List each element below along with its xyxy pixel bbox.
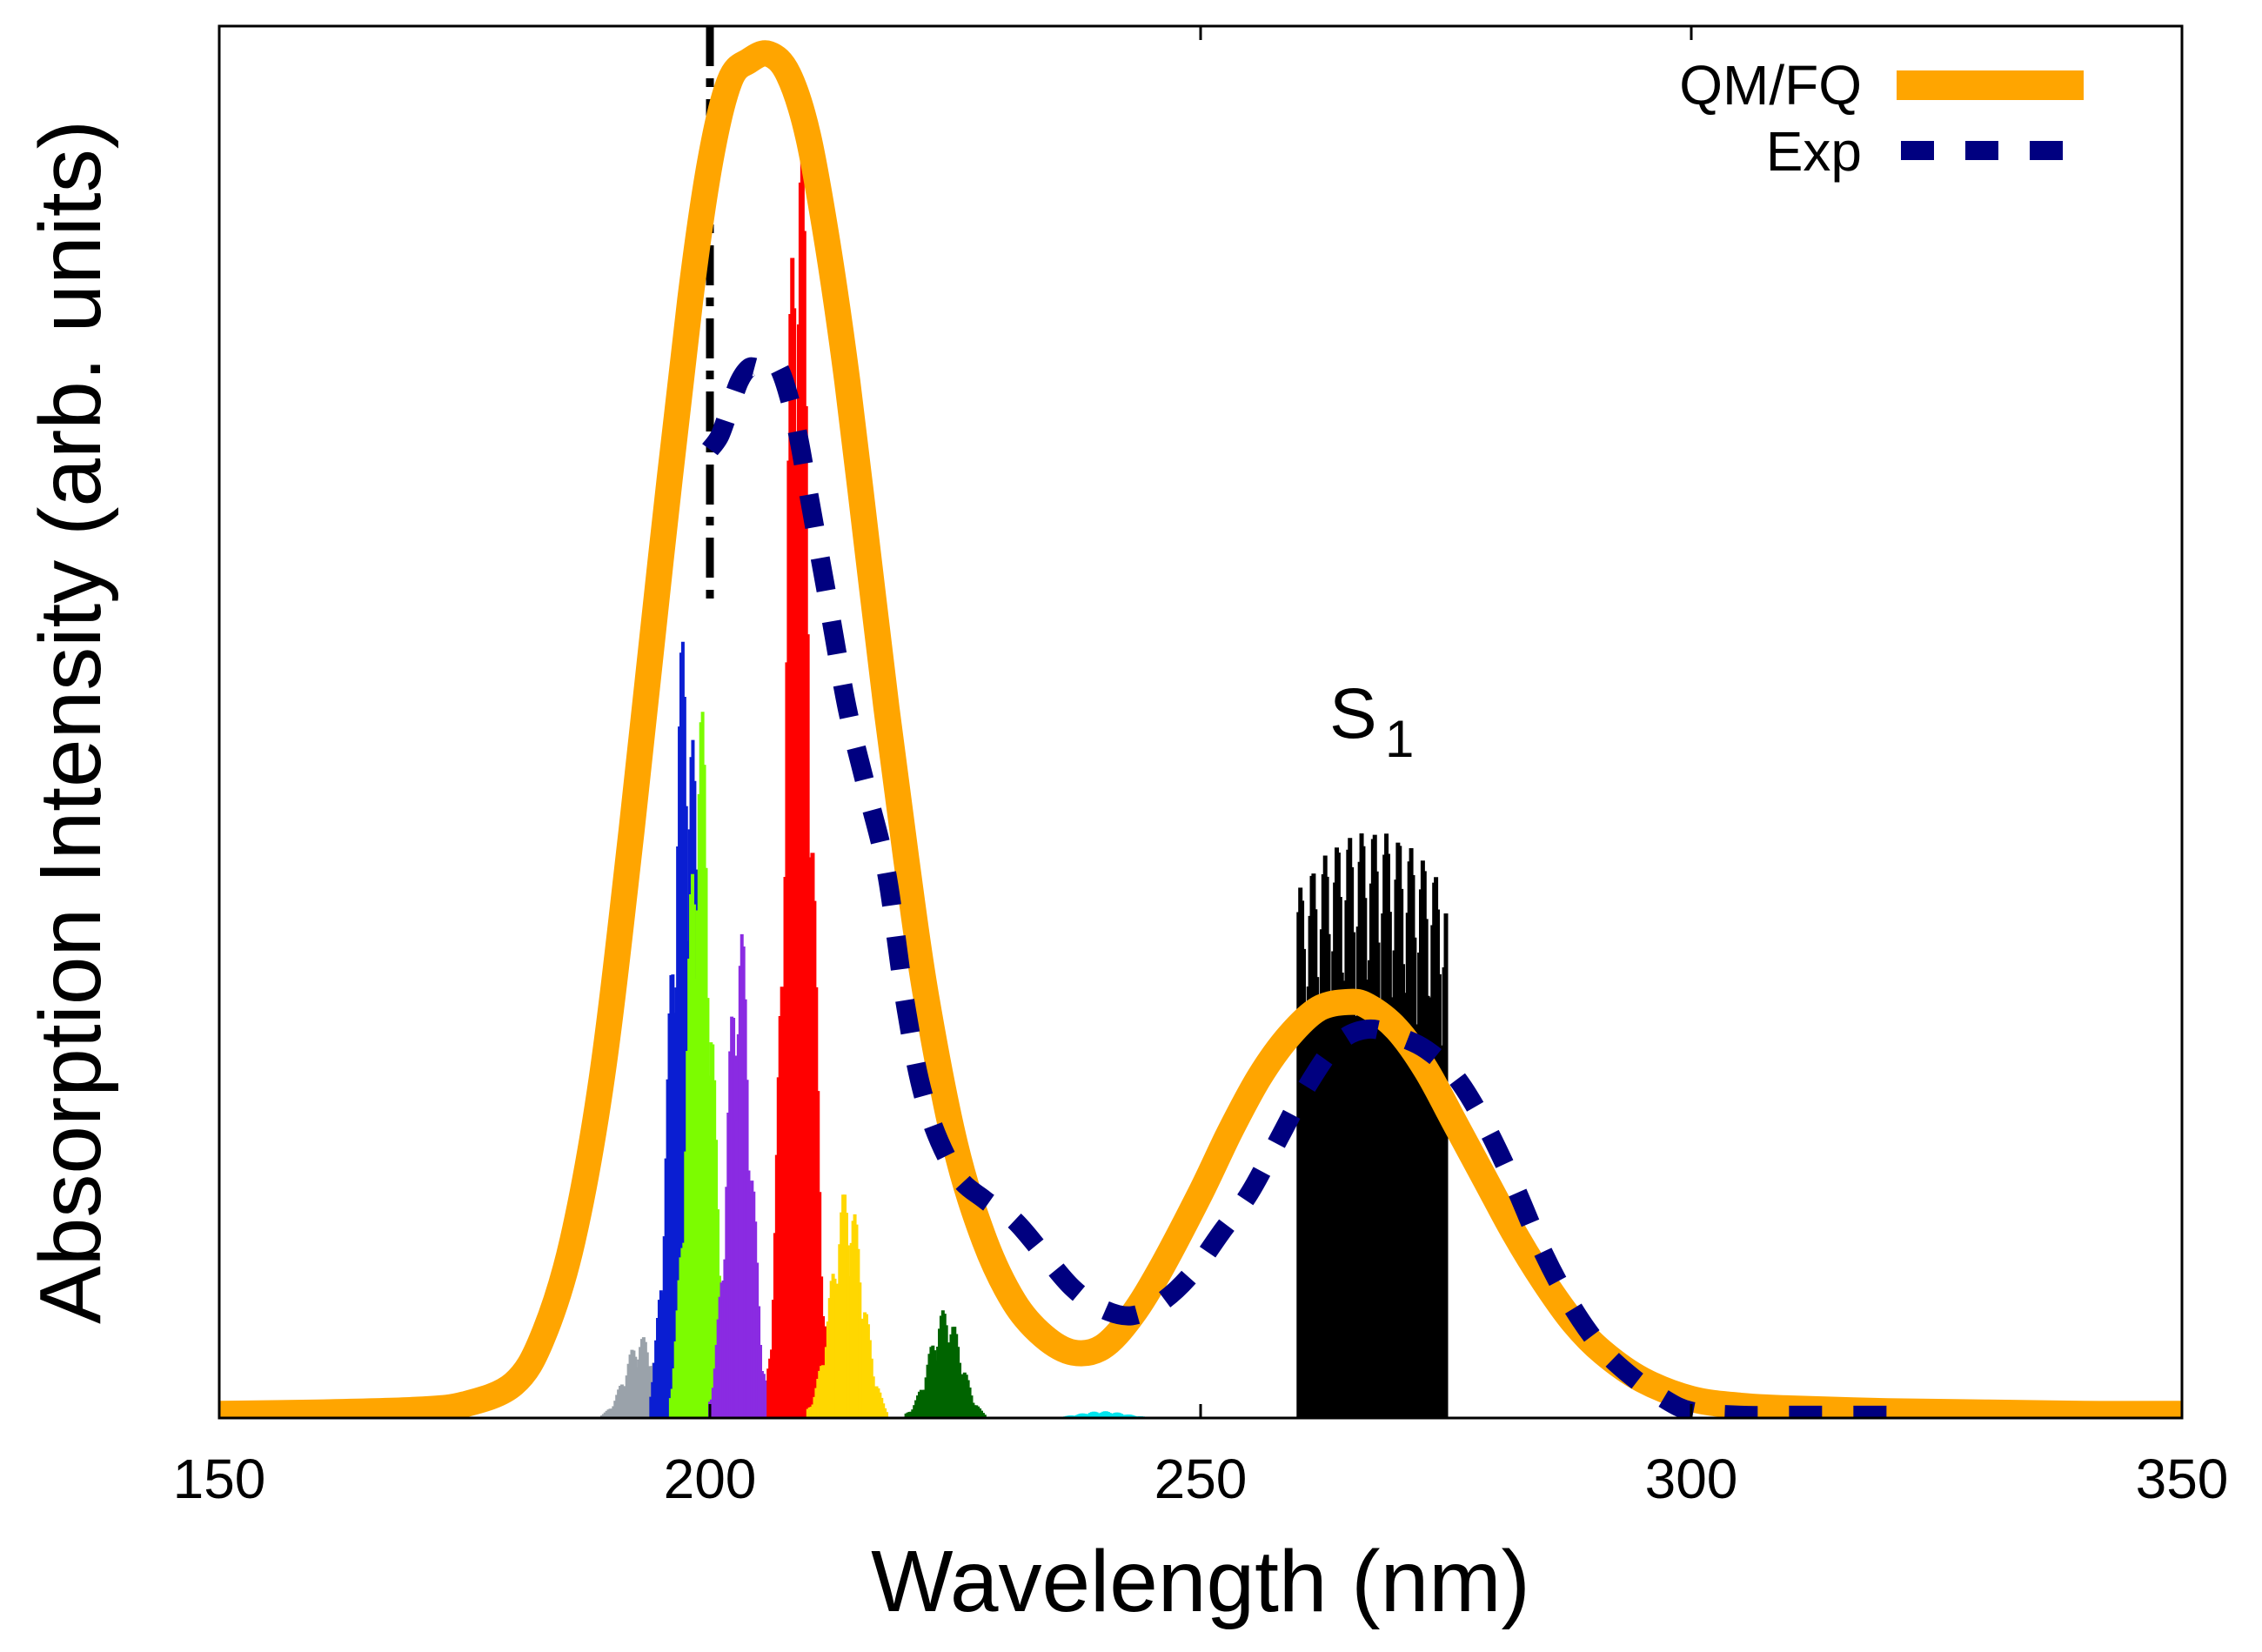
- x-tick-label: 200: [664, 1448, 757, 1510]
- legend-label-exp: Exp: [1766, 120, 1862, 183]
- y-axis-title: Absorption Intensity (arb. units): [22, 120, 119, 1324]
- stick-group-black: [1296, 833, 1449, 1418]
- x-tick-label: 250: [1154, 1448, 1248, 1510]
- legend-label-qmfq: QM/FQ: [1679, 54, 1862, 117]
- x-axis-ticks: 150 200 250 300 350: [173, 26, 2229, 1510]
- s1-label: S: [1329, 674, 1377, 753]
- x-axis-title: Wavelength (nm): [871, 1533, 1530, 1630]
- x-tick-label: 350: [2136, 1448, 2229, 1510]
- s1-subscript: 1: [1385, 710, 1414, 768]
- stick-group-dark-green: [904, 1310, 987, 1418]
- stick-spectra: [599, 149, 1449, 1418]
- stick-group-gold: [806, 1194, 889, 1418]
- stick-group-purple: [708, 933, 771, 1418]
- s1-annotation: S 1: [1329, 674, 1414, 768]
- legend: QM/FQ Exp: [1679, 54, 2084, 183]
- series-curves: [219, 40, 2182, 1418]
- x-tick-label: 150: [173, 1448, 266, 1510]
- x-tick-label: 300: [1645, 1448, 1738, 1510]
- series-exp: [702, 351, 1888, 1418]
- series-qm-fq: [219, 40, 2182, 1418]
